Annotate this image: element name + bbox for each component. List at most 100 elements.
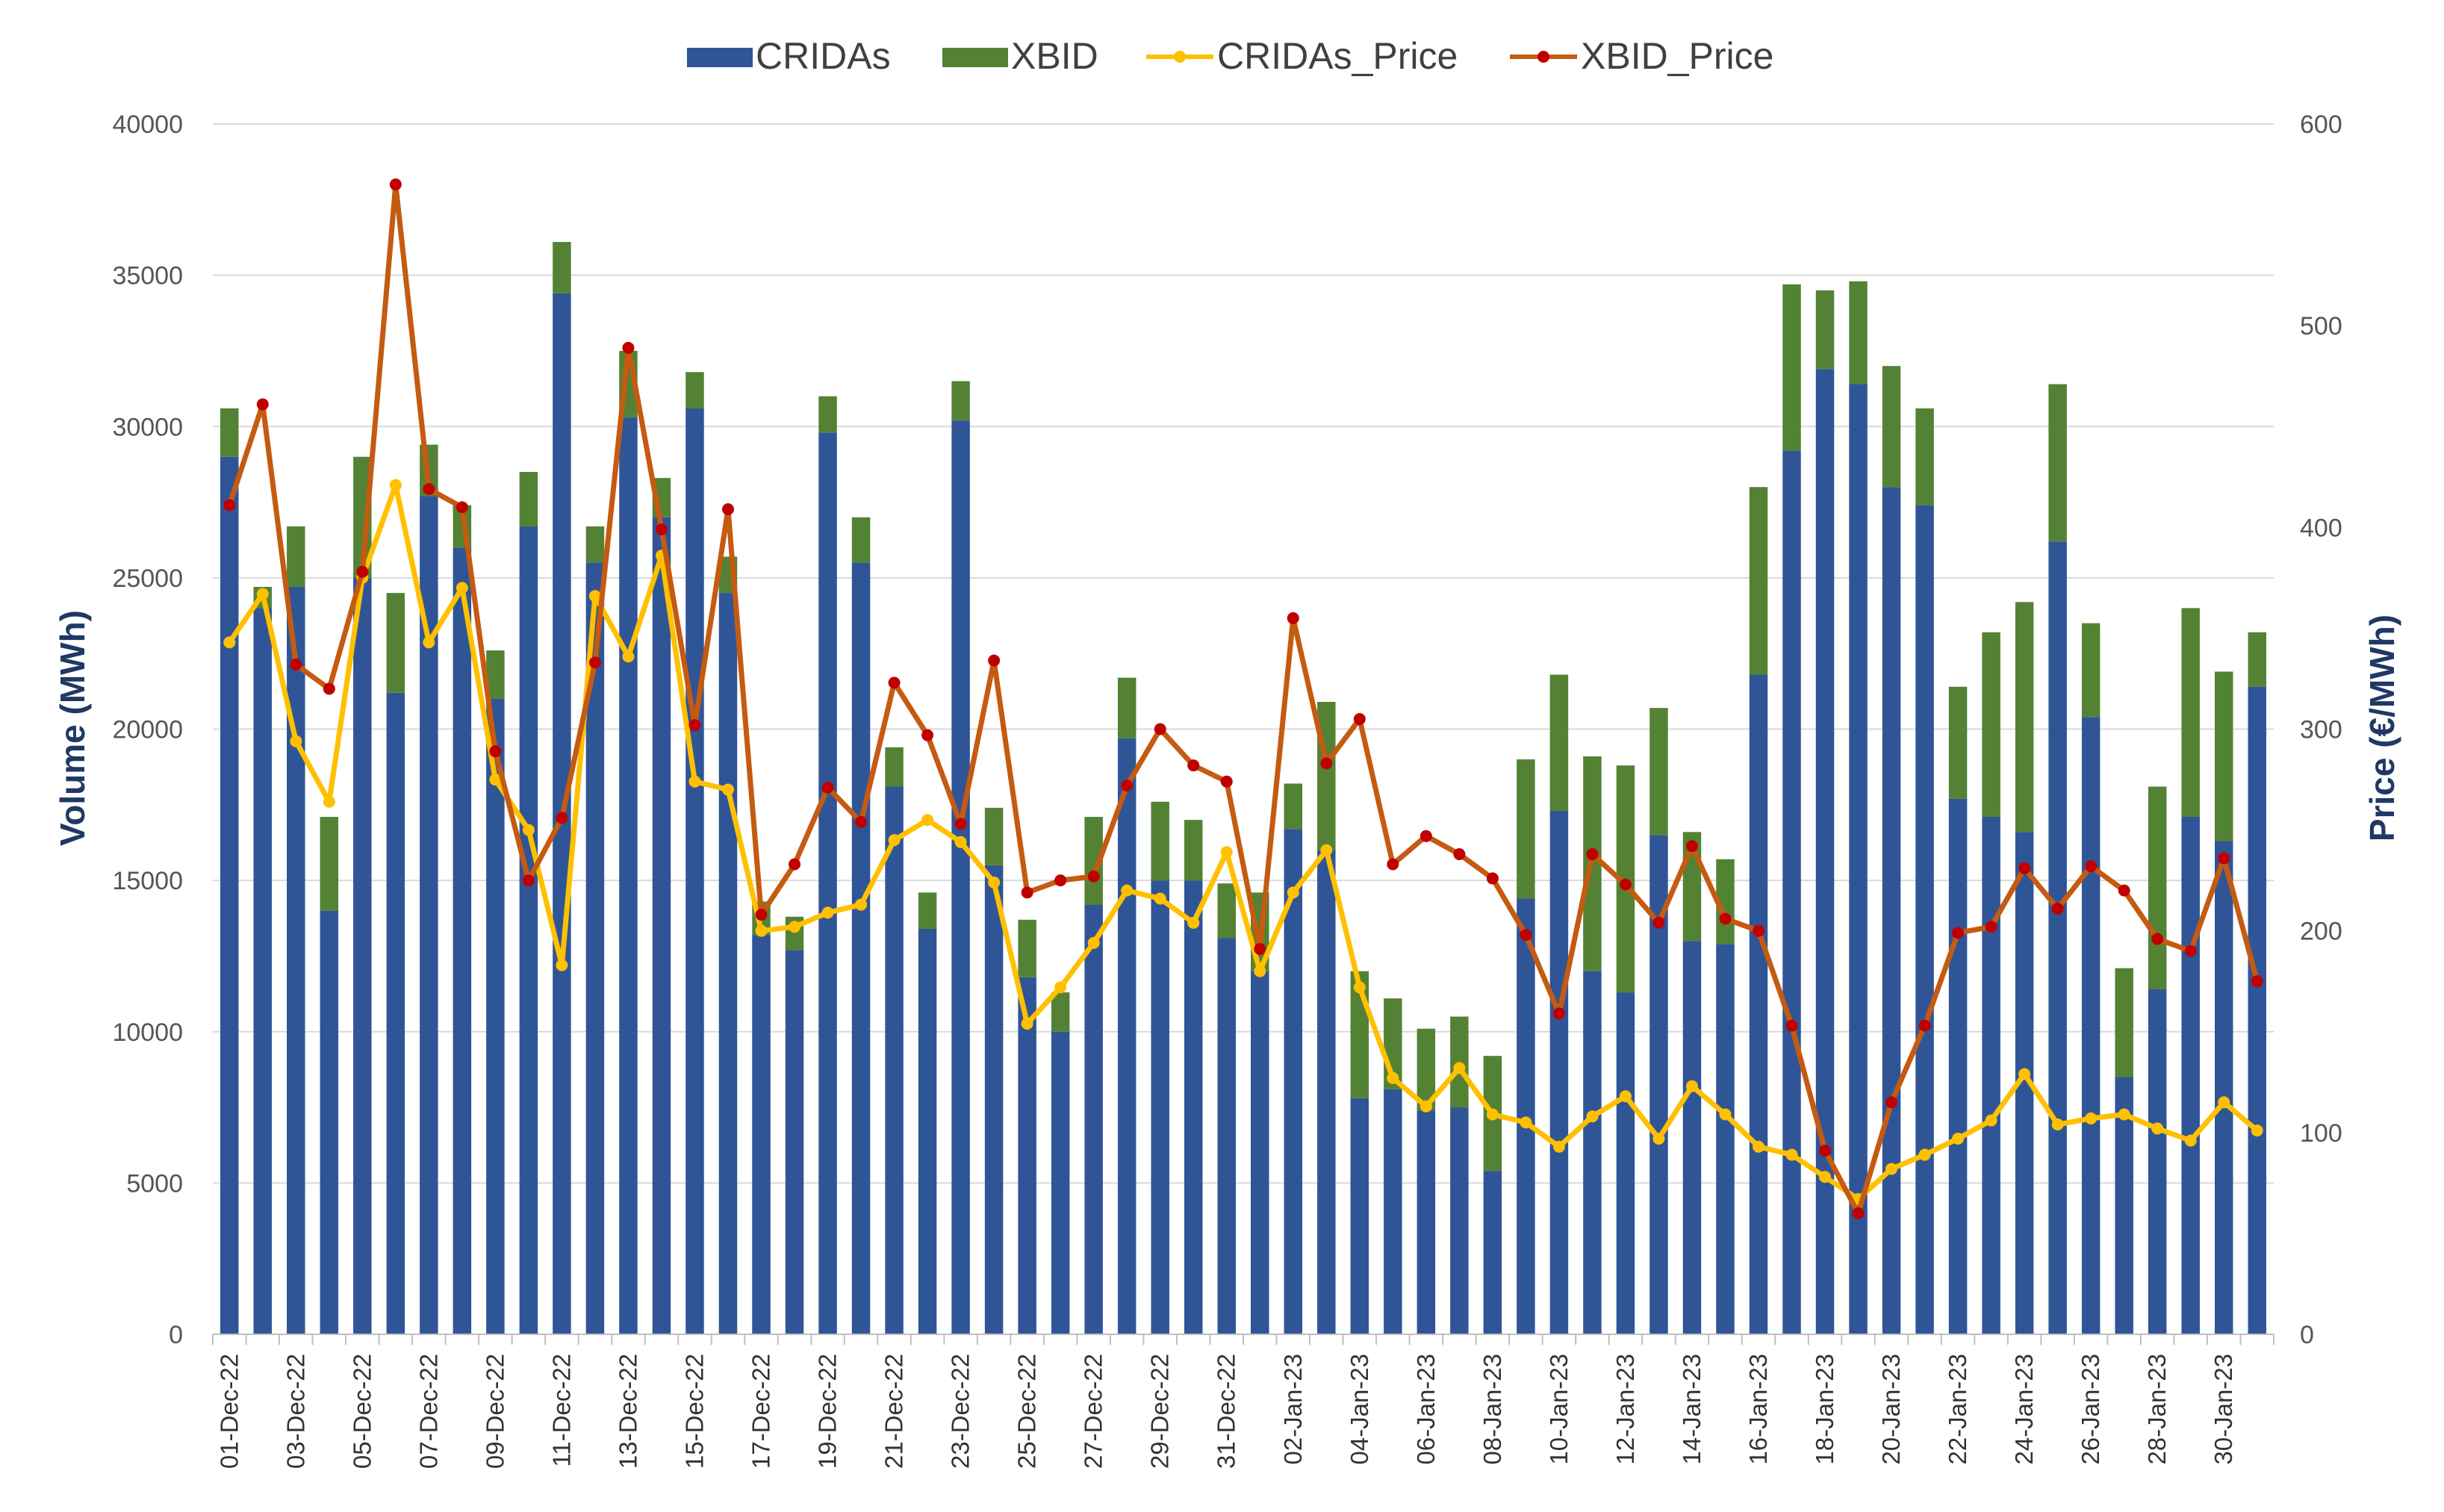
bar-cridas — [1849, 384, 1868, 1334]
legend-label-xbid-price: XBID_Price — [1581, 35, 1773, 77]
x-tick-label: 25-Dec-22 — [1013, 1354, 1041, 1469]
cridas-price-point — [1918, 1148, 1931, 1161]
x-tick-label: 07-Dec-22 — [414, 1354, 442, 1469]
cridas-price-point — [1054, 981, 1067, 994]
cridas-price-point — [1985, 1114, 1997, 1127]
cridas-price-point — [2251, 1124, 2263, 1137]
x-tick-label: 09-Dec-22 — [481, 1354, 509, 1469]
xbid-price-point — [1819, 1145, 1832, 1157]
bar-xbid — [1948, 686, 1968, 799]
y-axis-ticks: 0 5000 10000 15000 20000 25000 30000 35000 40000 — [112, 111, 183, 1349]
cridas-price-point — [1719, 1108, 1732, 1121]
cridas-price-point — [888, 834, 901, 847]
xbid-price-point — [2218, 852, 2230, 865]
y-tick-label: 25000 — [112, 564, 183, 593]
bar-cridas — [1151, 880, 1169, 1334]
bar-cridas — [1084, 904, 1103, 1334]
legend-item-cridas[interactable]: CRIDAs — [687, 35, 891, 77]
cridas-price-point — [2151, 1122, 2164, 1135]
bar-xbid — [951, 381, 970, 421]
legend-label-xbid: XBID — [1011, 35, 1098, 77]
x-tick-label: 23-Dec-22 — [947, 1354, 974, 1469]
y-tick-label: 40000 — [112, 111, 183, 139]
y2-tick-label: 600 — [2300, 111, 2342, 139]
bar-xbid — [1450, 1016, 1469, 1108]
bar-cridas — [1782, 450, 1801, 1335]
xbid-price-point — [1885, 1096, 1898, 1109]
cridas-price-point — [622, 650, 635, 663]
xbid-price-point — [256, 398, 269, 411]
y-tick-label: 30000 — [112, 413, 183, 441]
bar-cridas — [1682, 941, 1702, 1334]
cridas-price-point — [1952, 1132, 1965, 1145]
cridas-price-point — [1220, 846, 1233, 859]
x-tick-label: 18-Jan-23 — [1811, 1354, 1838, 1465]
xbid-price-point — [1121, 780, 1134, 792]
bar-xbid — [1018, 919, 1036, 977]
bar-cridas — [253, 608, 273, 1334]
bar-cridas — [287, 587, 305, 1334]
xbid-price-point — [1619, 878, 1632, 891]
bar-cridas — [1018, 977, 1036, 1334]
bar-cridas — [1350, 1098, 1369, 1334]
x-tick-label: 30-Jan-23 — [2210, 1354, 2237, 1465]
xbid-price-point — [1486, 872, 1499, 885]
xbid-price-point — [2251, 975, 2263, 988]
x-tick-label: 26-Jan-23 — [2077, 1354, 2104, 1465]
legend-item-cridas-price[interactable]: CRIDAs_Price — [1146, 35, 1458, 77]
y-tick-label: 10000 — [112, 1018, 183, 1047]
legend-item-xbid-price[interactable]: XBID_Price — [1510, 35, 1773, 77]
xbid-price-point — [1952, 927, 1965, 939]
xbid-price-point — [2085, 860, 2098, 873]
cridas-price-point — [1453, 1062, 1466, 1074]
y2-tick-label: 0 — [2300, 1321, 2314, 1349]
bar-xbid — [220, 408, 239, 457]
bar-cridas — [851, 562, 871, 1334]
bar-xbid — [818, 396, 837, 433]
legend-item-xbid[interactable]: XBID — [942, 35, 1098, 77]
xbid-price-point — [290, 659, 302, 671]
bar-xbid — [885, 747, 904, 787]
xbid-price-point — [223, 499, 236, 511]
xbid-price-point — [455, 501, 468, 514]
legend-label-cridas: CRIDAs — [756, 35, 891, 77]
y-axis-title: Volume (MWh) — [53, 610, 92, 846]
bar-cridas — [1117, 738, 1137, 1334]
cridas-price-point — [522, 824, 535, 836]
bar-cridas — [2081, 717, 2101, 1334]
x-tick-label: 04-Jan-23 — [1346, 1354, 1373, 1465]
cridas-price-point — [954, 836, 967, 848]
xbid-price-point — [2051, 902, 2064, 915]
legend: CRIDAs XBID CRIDAs_Price XBID_Price — [687, 35, 1773, 77]
cridas-price-point — [789, 921, 801, 933]
cridas-price-point — [1785, 1148, 1798, 1161]
cridas-price-point — [1420, 1100, 1432, 1113]
cridas-price-point — [988, 876, 1001, 889]
x-axis-ticks: 01-Dec-22 03-Dec-22 05-Dec-22 07-Dec-22 09-D… — [212, 1334, 2274, 1469]
xbid-price-point — [2018, 862, 2031, 874]
bar-cridas — [1616, 992, 1635, 1334]
x-tick-label: 24-Jan-23 — [2010, 1354, 2038, 1465]
bar-xbid — [1782, 284, 1801, 451]
cridas-price-point — [755, 924, 768, 937]
cridas-price-point — [1154, 892, 1166, 905]
bar-cridas — [2181, 817, 2200, 1334]
bar-cridas — [2048, 541, 2067, 1334]
bar-xbid — [685, 372, 704, 408]
cridas-price-point — [1652, 1132, 1665, 1145]
bar-xbid — [2115, 968, 2133, 1077]
xbid-price-point — [1087, 870, 1100, 883]
xbid-price-point — [1852, 1207, 1865, 1219]
x-tick-label: 22-Jan-23 — [1944, 1354, 1971, 1465]
x-tick-label: 14-Jan-23 — [1678, 1354, 1705, 1465]
bar-cridas — [1948, 798, 1968, 1334]
xbid-price-point — [1220, 775, 1233, 788]
xbid-price-line — [226, 181, 2260, 1216]
bar-xbid — [1749, 487, 1768, 675]
cridas-price-point — [1320, 844, 1333, 856]
xbid-price-point — [1420, 830, 1432, 842]
bar-cridas — [1583, 971, 1602, 1334]
xbid-price-point — [323, 682, 335, 695]
bar-xbid — [519, 472, 538, 526]
x-tick-label: 11-Dec-22 — [547, 1354, 575, 1467]
